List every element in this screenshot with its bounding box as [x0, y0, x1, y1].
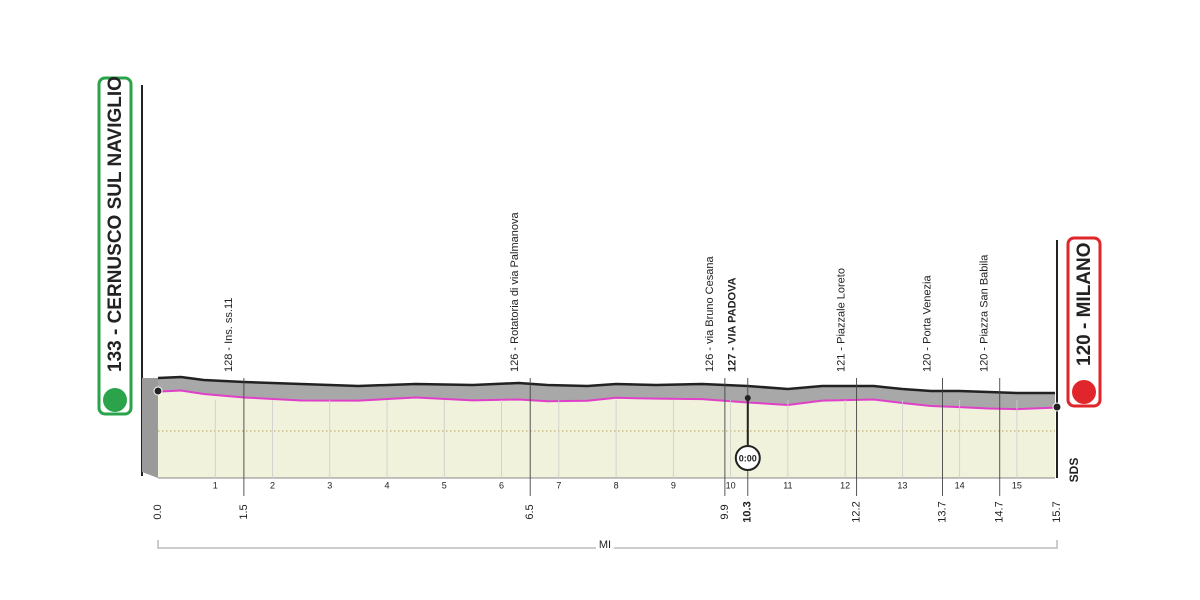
km-label: 7: [556, 480, 561, 490]
km-label: 14: [955, 480, 965, 490]
waypoint-label: 120 - Porta Venezia: [921, 274, 933, 372]
km-label: 1: [213, 480, 218, 490]
km-label: 9: [671, 480, 676, 490]
km-label: 8: [614, 480, 619, 490]
distance-label: 0.0: [152, 504, 164, 519]
km-label: 5: [442, 480, 447, 490]
profile-road: [158, 377, 1055, 410]
time-check-label: 0:00: [739, 453, 757, 463]
start-dot: [153, 386, 163, 396]
start-label: 133 - CERNUSCO SUL NAVIGLIO: [105, 76, 126, 372]
start-box: [97, 76, 133, 416]
km-label: 10: [726, 480, 736, 490]
profile-body: [158, 390, 1055, 478]
finish-box: [1066, 236, 1102, 408]
profile: [142, 375, 1056, 479]
km-label: 13: [897, 480, 907, 490]
finish-label: 120 - MILANO: [1074, 242, 1095, 366]
time-check-dot: [744, 395, 751, 401]
stopwatch: [734, 445, 761, 471]
waypoint-label: 128 - Ins. ss.11: [223, 298, 235, 372]
distance-label: 15.7: [1051, 501, 1063, 522]
distance-label: 6.5: [524, 504, 536, 519]
km-label: 2: [270, 480, 275, 490]
distance-label: 14.7: [994, 501, 1006, 522]
distance-label: 12.2: [850, 501, 862, 522]
waypoint-label: 126 - via Bruno Cesana: [704, 256, 716, 372]
finish-dot: [1052, 402, 1062, 412]
distance-label: 1.5: [238, 504, 250, 519]
km-label: 6: [499, 480, 504, 490]
unit-label: MI: [599, 539, 611, 551]
km-label: 15: [1012, 480, 1022, 490]
km-label: 11: [783, 480, 792, 490]
waypoint-label: 126 - Rotatoria di via Palmanova: [509, 212, 521, 372]
start-icon: [103, 388, 127, 412]
km-label: 4: [385, 480, 390, 490]
waypoint-label: 120 - Piazza San Babila: [979, 254, 991, 372]
unit-bg: [596, 538, 614, 552]
distance-label: 10.3: [742, 501, 754, 522]
distance-label: 13.7: [936, 501, 948, 522]
waypoint-label: 127 - VIA PADOVA: [727, 277, 739, 372]
annotations: 1 2 3 4 5 6 7 8 9 10 11 12 13 14 150.0 1.5 6.5 9.9 10.3 12.…: [152, 212, 1063, 523]
distance-label: 9.9: [719, 504, 731, 519]
km-label: 3: [327, 480, 332, 490]
profile-side: [142, 378, 158, 478]
finish-icon: [1072, 380, 1096, 404]
waypoint-label: 121 - Piazzale Loreto: [835, 268, 847, 372]
logo: SDS: [1067, 458, 1081, 483]
profile-top: [157, 375, 1055, 395]
km-label: 12: [840, 480, 850, 490]
